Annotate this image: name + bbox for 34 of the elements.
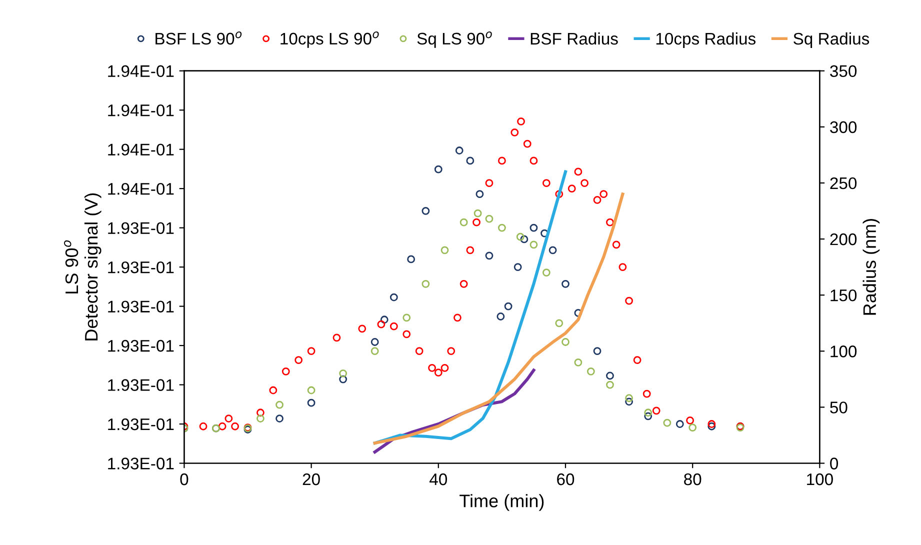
y2-tick-label: 100 [830, 346, 857, 358]
y2-tick-label: 350 [830, 65, 857, 78]
legend-label: 10cps LS 90$^{o}$ [280, 32, 379, 48]
x-tick-label: 60 [557, 473, 574, 486]
x-axis-title: Time (min) [460, 494, 544, 511]
y2-tick-label: 0 [830, 458, 838, 470]
y-tick-label: 1.93E-01 [108, 261, 174, 274]
legend-label: BSF LS 90$^{o}$ [156, 32, 242, 45]
legend-label: 10cps Radius [656, 32, 756, 48]
y-tick-label: 1.93E-01 [108, 418, 174, 430]
y2-tick-label: 150 [830, 289, 857, 302]
legend-label: Sq LS 90$^{o}$ [417, 32, 492, 48]
x-tick-label: 100 [807, 473, 833, 486]
y-tick-label: 1.93E-01 [108, 222, 174, 234]
legend-label: BSF Radius [530, 32, 618, 45]
y-tick-label: 1.94E-01 [108, 144, 174, 156]
y-tick-label: 1.94E-01 [108, 104, 174, 116]
x-tick-label: 0 [180, 473, 188, 486]
y-axis-title: LS 90$^{o}$ Detector signal (V) [64, 193, 102, 340]
y2-tick-label: 250 [830, 177, 857, 190]
y-tick-label: 1.93E-01 [108, 340, 174, 352]
y2-axis-title: Radius (nm) [862, 219, 880, 315]
y-tick-label: 1.93E-01 [108, 458, 174, 470]
y2-tick-label: 50 [830, 402, 848, 414]
x-tick-label: 40 [430, 473, 448, 486]
x-tick-label: 20 [302, 473, 320, 486]
legend-label: Sq Radius [794, 32, 870, 48]
y2-tick-label: 200 [830, 233, 857, 246]
y-tick-label: 1.93E-01 [108, 379, 174, 391]
x-tick-label: 80 [684, 473, 702, 486]
y2-tick-label: 300 [830, 121, 857, 134]
y-tick-label: 1.94E-01 [108, 182, 174, 195]
y-tick-label: 1.93E-01 [108, 300, 174, 312]
y-tick-label: 1.94E-01 [108, 65, 174, 78]
